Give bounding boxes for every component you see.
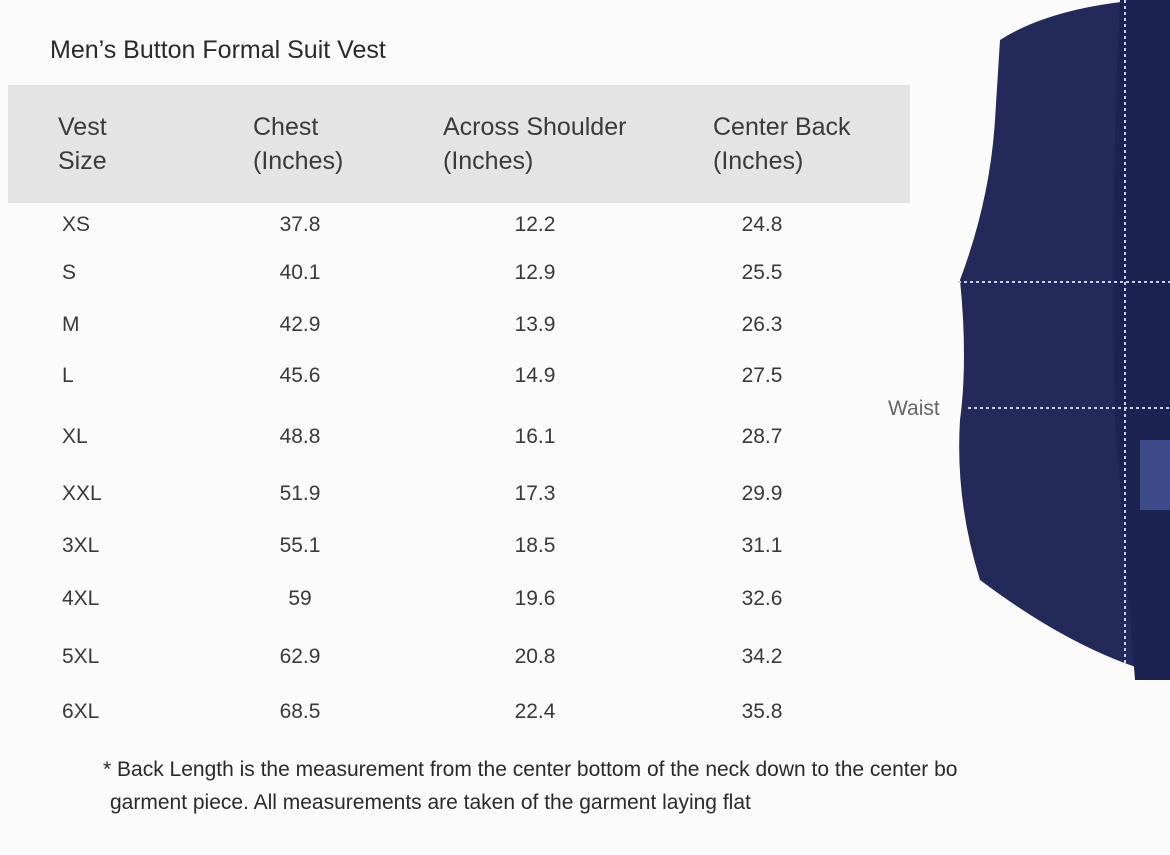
- table-cell: 19.6: [514, 587, 556, 610]
- header-cell: Vest: [58, 113, 107, 141]
- table-cell: 12.9: [514, 261, 556, 284]
- table-cell: 3XL: [62, 534, 100, 557]
- header-cell: Across Shoulder: [443, 113, 627, 141]
- header-cell: (Inches): [443, 147, 534, 175]
- header-cell: Chest: [253, 113, 319, 141]
- table-cell: 17.3: [514, 482, 556, 505]
- table-cell: 62.9: [279, 645, 321, 668]
- table-cell: L: [62, 364, 74, 387]
- table-cell: 6XL: [62, 700, 100, 723]
- table-cell: 55.1: [279, 534, 321, 557]
- footnote: garment piece. All measurements are take…: [110, 791, 751, 814]
- table-cell: 20.8: [514, 645, 556, 668]
- table-cell: 12.2: [514, 213, 556, 236]
- header-cell: (Inches): [253, 147, 344, 175]
- table-cell: 32.6: [741, 587, 783, 610]
- table-cell: 48.8: [279, 425, 321, 448]
- table-cell: 37.8: [279, 213, 321, 236]
- table-cell: M: [62, 313, 80, 336]
- table-cell: 5XL: [62, 645, 100, 668]
- table-cell: 40.1: [279, 261, 321, 284]
- table-cell: 35.8: [741, 700, 783, 723]
- table-cell: 28.7: [741, 425, 783, 448]
- table-cell: 26.3: [741, 313, 783, 336]
- table-cell: 27.5: [741, 364, 783, 387]
- table-cell: 45.6: [279, 364, 321, 387]
- table-cell: 4XL: [62, 587, 100, 610]
- waist-label: Waist: [888, 397, 940, 420]
- table-cell: S: [62, 261, 77, 284]
- table-cell: 42.9: [279, 313, 321, 336]
- table-cell: 68.5: [279, 700, 321, 723]
- table-cell: 18.5: [514, 534, 556, 557]
- table-cell: XXL: [62, 482, 102, 505]
- table-cell: XS: [62, 213, 91, 236]
- header-cell: (Inches): [713, 147, 804, 175]
- header-cell: Size: [58, 147, 107, 175]
- table-cell: 13.9: [514, 313, 556, 336]
- table-cell: XL: [62, 425, 88, 448]
- table-cell: 51.9: [279, 482, 321, 505]
- vest-image: [958, 0, 1170, 680]
- title: Men’s Button Formal Suit Vest: [50, 36, 386, 64]
- table-cell: 24.8: [741, 213, 783, 236]
- header-cell: Center Back: [713, 113, 851, 141]
- table-cell: 31.1: [741, 534, 783, 557]
- table-cell: 14.9: [514, 364, 556, 387]
- table-cell: 16.1: [514, 425, 556, 448]
- table-header: [8, 85, 910, 203]
- table-cell: 25.5: [741, 261, 783, 284]
- table-cell: 59: [288, 587, 312, 610]
- footnote: * Back Length is the measurement from th…: [103, 758, 958, 781]
- table-cell: 34.2: [741, 645, 783, 668]
- table-cell: 29.9: [741, 482, 783, 505]
- table-cell: 22.4: [514, 700, 556, 723]
